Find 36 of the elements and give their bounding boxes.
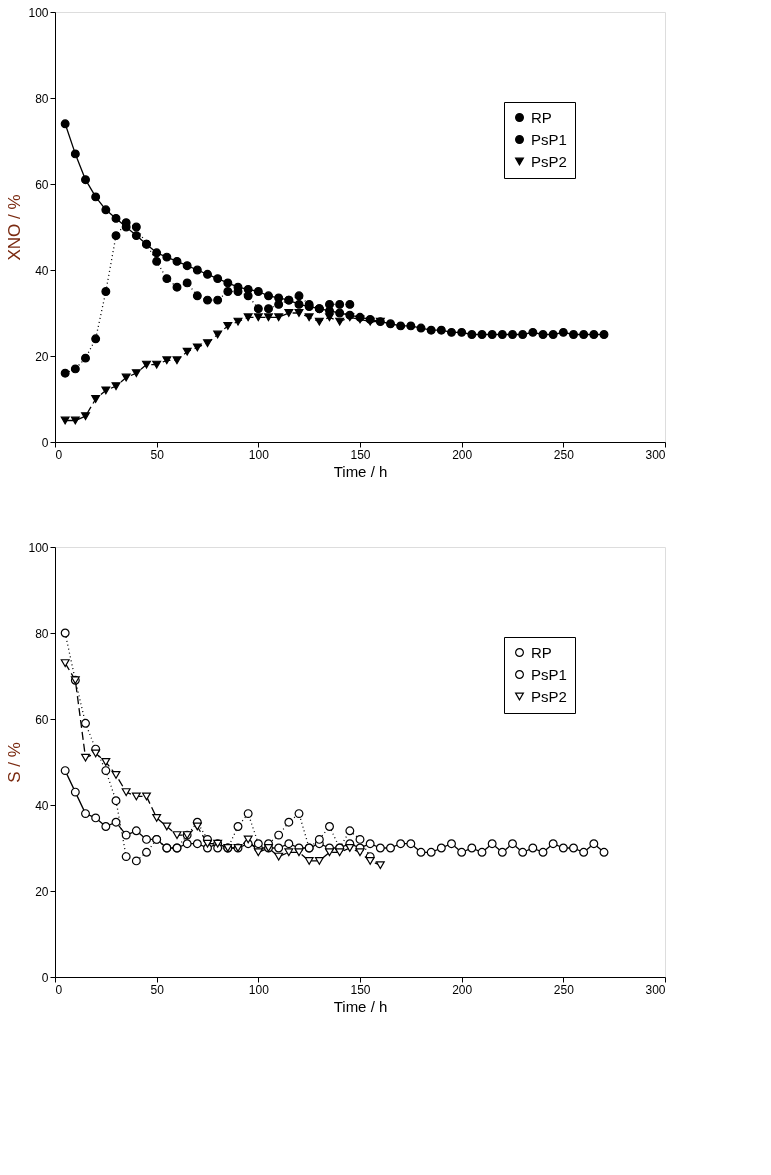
legend-label: RP xyxy=(531,108,552,126)
legend-label: PsP1 xyxy=(531,665,567,683)
y-tick-label: 100 xyxy=(28,540,49,555)
x-tick-label: 50 xyxy=(150,447,165,462)
y-tick-label: 80 xyxy=(35,626,49,641)
legend-label: PsP2 xyxy=(531,152,567,170)
y-tick-label: 20 xyxy=(35,349,49,364)
y-tick-label: 0 xyxy=(41,970,49,985)
legend-label: PsP2 xyxy=(531,687,567,705)
y-tick-label: 60 xyxy=(35,712,49,727)
x-tick-label: 300 xyxy=(645,447,666,462)
legend-label: PsP1 xyxy=(531,130,567,148)
x-tick-label: 300 xyxy=(645,982,666,997)
x-axis-title: Time / h xyxy=(333,997,388,1015)
x-tick-label: 250 xyxy=(553,447,575,462)
x-tick-label: 100 xyxy=(248,447,270,462)
y-tick-label: 20 xyxy=(35,884,49,899)
x-tick-label: 150 xyxy=(350,447,371,462)
y-tick-label: 0 xyxy=(41,435,49,450)
x-tick-label: 100 xyxy=(248,982,270,997)
y-tick-label: 60 xyxy=(35,177,49,192)
x-tick-label: 200 xyxy=(452,447,473,462)
y-tick-label: 80 xyxy=(35,91,49,106)
legend-label: RP xyxy=(531,643,552,661)
x-tick-label: 0 xyxy=(55,447,63,462)
y-tick-label: 100 xyxy=(28,5,49,20)
y-axis-title: XNO / % xyxy=(5,194,25,261)
x-tick-label: 200 xyxy=(452,982,473,997)
x-tick-label: 0 xyxy=(55,982,63,997)
x-tick-label: 250 xyxy=(553,982,575,997)
x-tick-label: 150 xyxy=(350,982,371,997)
x-axis-title: Time / h xyxy=(333,462,388,480)
y-tick-label: 40 xyxy=(35,263,49,278)
y-tick-label: 40 xyxy=(35,798,49,813)
x-tick-label: 50 xyxy=(150,982,165,997)
y-axis-title: S / % xyxy=(5,742,25,783)
